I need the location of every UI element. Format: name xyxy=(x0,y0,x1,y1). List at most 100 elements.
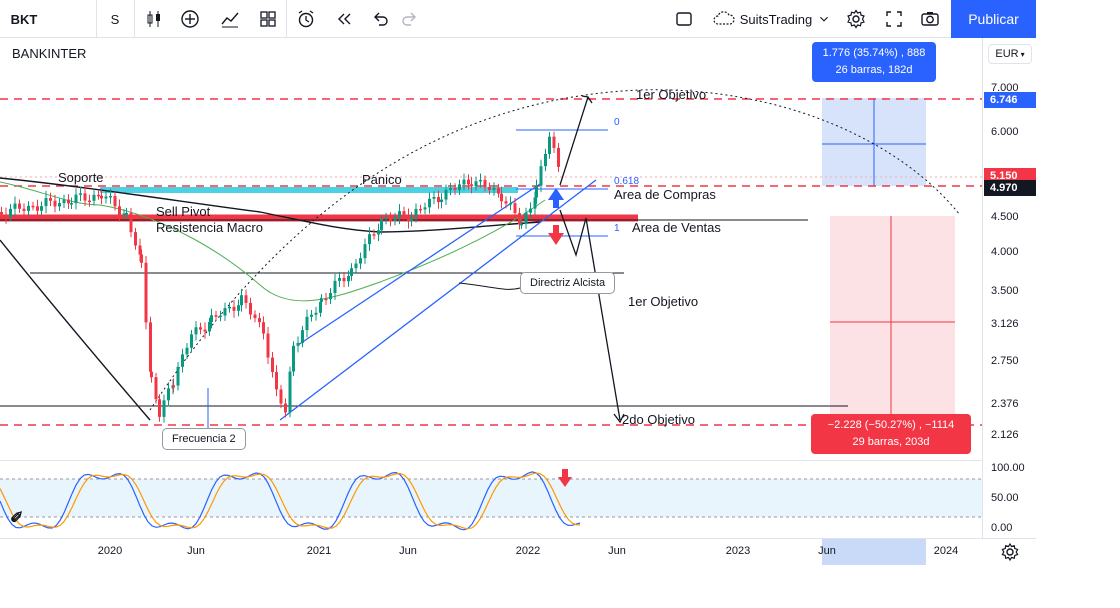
candle-body xyxy=(428,198,431,208)
stochastic-pane[interactable] xyxy=(0,460,982,538)
price-badge-buy: 4.970 xyxy=(984,180,1036,196)
candle-body xyxy=(398,211,401,218)
replay-button[interactable] xyxy=(330,0,358,38)
callout-directriz[interactable]: Directriz Alcista xyxy=(520,272,616,294)
candle-body xyxy=(140,254,143,263)
compare-button[interactable] xyxy=(176,0,204,38)
candle-body xyxy=(109,195,112,198)
candle-body xyxy=(144,262,148,323)
candle-body xyxy=(380,219,383,231)
snapshot-button[interactable] xyxy=(916,0,944,38)
candles-type-button[interactable] xyxy=(140,0,168,38)
fib-label-1: 1 xyxy=(614,223,620,234)
candle-body xyxy=(67,199,70,204)
annotation-objetivo-1-mid[interactable]: 1er Objetivo xyxy=(628,294,699,309)
chevron-down-icon: ▾ xyxy=(1020,49,1025,59)
candle-body xyxy=(74,194,78,204)
candle-body xyxy=(509,203,512,205)
indicators-button[interactable] xyxy=(216,0,244,38)
long-measure-label[interactable]: 1.776 (35.74%) , 888 26 barras, 182d xyxy=(812,42,936,82)
candle-body xyxy=(288,371,292,413)
chart-settings-button[interactable] xyxy=(842,0,870,38)
interval-button[interactable]: S xyxy=(100,0,130,38)
osc-label: 50.00 xyxy=(991,492,1019,504)
candle-body xyxy=(423,207,427,210)
layout-select-button[interactable] xyxy=(670,0,698,38)
currency-select[interactable]: EUR ▾ xyxy=(988,44,1032,64)
candle-body xyxy=(154,377,158,400)
candle-body xyxy=(113,195,117,207)
candle-body xyxy=(479,179,482,182)
candle-body xyxy=(167,388,170,401)
plus-circle-icon xyxy=(181,10,199,28)
candle-body xyxy=(122,213,126,215)
time-label: 2023 xyxy=(725,545,751,557)
candle-body xyxy=(244,295,248,303)
long-measure-line2: 26 barras, 182d xyxy=(835,64,913,76)
candle-body xyxy=(419,208,422,211)
layout-name-label: SuitsTrading xyxy=(739,11,813,27)
redo-button[interactable] xyxy=(396,0,424,38)
candle-body xyxy=(138,245,142,255)
price-label: 4.000 xyxy=(991,246,1019,258)
annotation-area-ventas[interactable]: Area de Ventas xyxy=(632,220,721,235)
stochastic-d-line xyxy=(0,472,581,530)
candle-body xyxy=(100,195,103,199)
annotation-objetivo-2[interactable]: 2do Objetivo xyxy=(622,412,695,427)
price-axis[interactable]: EUR ▾ 7.000 6.746 6.000 5.150 4.970 4.500… xyxy=(982,38,1036,538)
frequency-arc xyxy=(149,89,961,411)
time-axis[interactable]: 2020 Jun 2021 Jun 2022 Jun 2023 Jun 2024 xyxy=(0,538,1036,565)
candle-body xyxy=(462,179,466,185)
candle-body xyxy=(22,208,26,211)
candle-body xyxy=(449,188,452,190)
publish-button[interactable]: Publicar xyxy=(951,0,1036,38)
candle-body xyxy=(150,371,153,378)
price-chart-svg xyxy=(0,89,982,432)
alarm-clock-icon xyxy=(298,10,314,28)
candle-body xyxy=(275,371,278,390)
time-label: 2021 xyxy=(306,545,332,557)
candle-body xyxy=(284,403,287,413)
time-label: 2022 xyxy=(515,545,541,557)
annotation-sell-pivot[interactable]: Sell Pivot xyxy=(156,204,211,219)
candle-body xyxy=(474,181,478,187)
annotation-soporte[interactable]: Soporte xyxy=(58,170,104,185)
candle-body xyxy=(539,166,543,186)
templates-button[interactable] xyxy=(254,0,282,38)
undo-button[interactable] xyxy=(366,0,394,38)
candle-body xyxy=(544,153,547,167)
symbol-search-button[interactable]: BKT xyxy=(4,0,44,38)
candle-body xyxy=(240,295,243,306)
main-chart-pane[interactable]: BANKINTER Soporte Panico Sell Pivot Resi… xyxy=(0,38,982,460)
alert-button[interactable] xyxy=(292,0,320,38)
annotation-objetivo-1-top[interactable]: 1er Objetivo xyxy=(636,87,707,102)
short-measure-line2: 29 barras, 203d xyxy=(852,436,930,448)
buy-arrow-icon xyxy=(548,188,564,208)
candle-body xyxy=(214,315,218,317)
save-layout-button[interactable]: SuitsTrading xyxy=(706,0,836,38)
candle-body xyxy=(62,199,66,204)
candle-body xyxy=(158,399,161,417)
candle-body xyxy=(520,223,523,226)
candle-body xyxy=(31,205,35,208)
fullscreen-button[interactable] xyxy=(880,0,908,38)
axis-settings-gear-icon[interactable] xyxy=(1000,542,1020,562)
callout-frecuencia[interactable]: Frecuencia 2 xyxy=(162,428,246,450)
annotation-area-compras[interactable]: Area de Compras xyxy=(614,187,716,202)
time-label: Jun xyxy=(187,545,205,557)
annotation-resistencia-macro[interactable]: Resistencia Macro xyxy=(156,220,263,235)
candle-body xyxy=(488,187,491,190)
short-measure-label[interactable]: −2.228 (−50.27%) , −1114 29 barras, 203d xyxy=(811,414,971,454)
annotation-panico[interactable]: Panico xyxy=(362,172,402,187)
cloud-icon xyxy=(713,11,735,25)
candle-body xyxy=(0,212,3,215)
candle-body xyxy=(310,314,313,317)
candle-body xyxy=(49,198,52,201)
candle-body xyxy=(444,189,448,200)
price-label: 2.126 xyxy=(991,429,1019,441)
candle-body xyxy=(432,196,436,199)
short-measure-line1: −2.228 (−50.27%) , −1114 xyxy=(827,419,955,431)
candle-body xyxy=(458,184,461,191)
candle-body xyxy=(470,184,473,187)
